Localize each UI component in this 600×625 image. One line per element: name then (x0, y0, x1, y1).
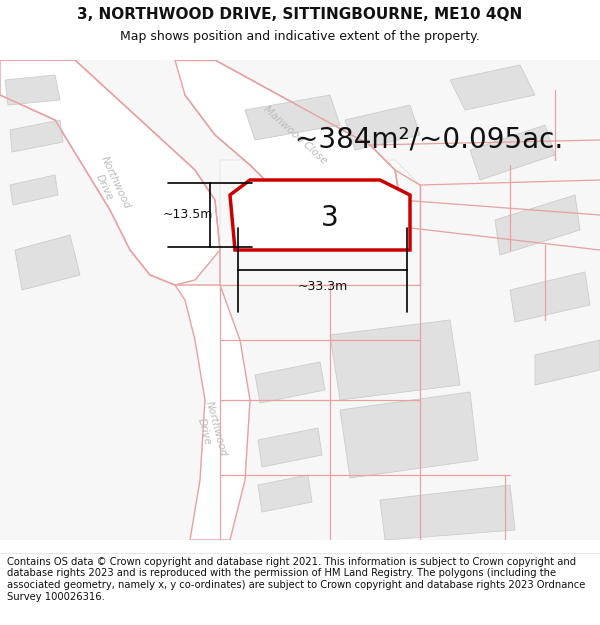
Text: ~13.5m: ~13.5m (163, 209, 213, 221)
Polygon shape (450, 65, 535, 110)
Text: Map shows position and indicative extent of the property.: Map shows position and indicative extent… (120, 30, 480, 43)
Polygon shape (15, 235, 80, 290)
Text: Contains OS data © Crown copyright and database right 2021. This information is : Contains OS data © Crown copyright and d… (7, 557, 586, 601)
Polygon shape (10, 120, 63, 152)
Polygon shape (345, 105, 420, 150)
Polygon shape (510, 272, 590, 322)
Text: 3, NORTHWOOD DRIVE, SITTINGBOURNE, ME10 4QN: 3, NORTHWOOD DRIVE, SITTINGBOURNE, ME10 … (77, 6, 523, 21)
Polygon shape (175, 285, 250, 540)
Polygon shape (380, 485, 515, 540)
Polygon shape (258, 475, 312, 512)
Polygon shape (340, 392, 478, 478)
Polygon shape (255, 362, 325, 403)
Polygon shape (495, 195, 580, 255)
Polygon shape (10, 175, 58, 205)
Polygon shape (258, 428, 322, 467)
Polygon shape (245, 95, 340, 140)
Polygon shape (220, 160, 420, 285)
Polygon shape (175, 60, 400, 235)
Text: 3: 3 (321, 204, 339, 232)
Text: ~33.3m: ~33.3m (298, 279, 347, 292)
Polygon shape (255, 195, 345, 240)
Polygon shape (470, 125, 555, 180)
Polygon shape (0, 60, 220, 285)
Text: ~384m²/~0.095ac.: ~384m²/~0.095ac. (295, 126, 563, 154)
Polygon shape (230, 180, 410, 250)
Text: Manwood Close: Manwood Close (262, 104, 329, 166)
Polygon shape (535, 340, 600, 385)
Text: Northwood
Drive: Northwood Drive (88, 154, 132, 216)
Polygon shape (5, 75, 60, 105)
Text: Northwood
Drive: Northwood Drive (192, 399, 228, 461)
Polygon shape (330, 320, 460, 400)
